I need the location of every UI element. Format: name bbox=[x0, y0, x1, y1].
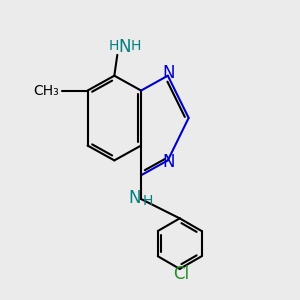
Text: N: N bbox=[118, 38, 131, 56]
Text: H: H bbox=[131, 39, 141, 53]
Text: Cl: Cl bbox=[173, 265, 189, 283]
Text: H: H bbox=[142, 194, 153, 208]
Text: N: N bbox=[162, 153, 175, 171]
Text: N: N bbox=[128, 189, 141, 207]
Text: CH₃: CH₃ bbox=[33, 84, 59, 98]
Text: N: N bbox=[162, 64, 175, 82]
Text: H: H bbox=[108, 39, 118, 53]
